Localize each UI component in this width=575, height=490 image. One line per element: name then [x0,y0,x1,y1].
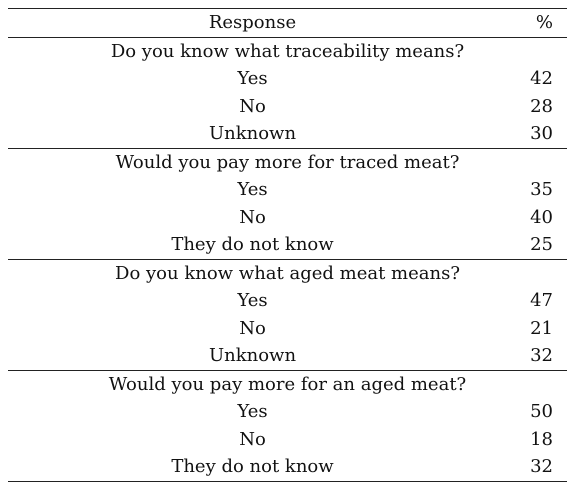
question-text: Do you know what traceability means? [110,40,465,62]
answer-percent: 28 [530,95,553,117]
answer-row: They do not know 25 [8,231,567,259]
answer-label: Yes [237,401,268,422]
answer-percent: 50 [530,401,553,422]
answer-row: Yes 35 [8,176,567,204]
answer-label: No [239,206,266,228]
section-pay-more-traced: Would you pay more for traced meat? Yes … [8,147,567,259]
question-text: Do you know what aged meat means? [8,258,567,287]
answer-label: Yes [237,68,268,89]
column-header-percent: % [497,8,567,38]
column-header-response: Response [8,8,497,38]
answer-percent: 18 [530,428,553,450]
section-traceability-knowledge: Do you know what traceability means? Yes… [8,37,567,148]
survey-table: Response % Do you know what traceability… [8,8,567,482]
question-row: Would you pay more for an aged meat? [8,369,567,398]
section-pay-more-aged: Would you pay more for an aged meat? Yes… [8,369,567,482]
answer-row: Yes 42 [8,65,567,93]
answer-percent: 30 [530,123,553,144]
answer-label: Unknown [208,345,297,366]
question-text: Would you pay more for traced meat? [8,147,567,176]
question-row: Do you know what traceability means? [8,37,567,65]
answer-row: Yes 47 [8,287,567,315]
answer-percent: 40 [530,206,553,228]
survey-table-container: Response % Do you know what traceability… [8,8,567,482]
answer-label: No [239,428,266,450]
answer-percent: 35 [530,179,553,200]
answer-row: No 28 [8,93,567,121]
answer-percent: 32 [530,345,553,366]
question-text: Would you pay more for an aged meat? [8,369,567,398]
answer-row: Unknown 32 [8,342,567,370]
answer-label: Yes [237,290,268,311]
question-row: Do you know what aged meat means? [8,258,567,287]
question-row: Would you pay more for traced meat? [8,147,567,176]
answer-label: No [239,317,266,339]
answer-percent: 42 [530,68,553,89]
answer-row: Yes 50 [8,398,567,426]
answer-row: No 40 [8,204,567,232]
answer-label: No [239,95,266,117]
header-row: Response % [8,8,567,38]
answer-row: Unknown 30 [8,120,567,148]
table-header: Response % [8,8,567,38]
answer-percent: 32 [497,453,567,482]
section-aged-meat-knowledge: Do you know what aged meat means? Yes 47… [8,258,567,370]
answer-label: They do not know [171,234,334,255]
answer-percent: 21 [530,317,553,339]
answer-row: They do not know 32 [8,453,567,482]
answer-label: Unknown [208,123,297,144]
answer-row: No 21 [8,315,567,343]
answer-label: They do not know [8,453,497,482]
answer-percent: 47 [530,290,553,311]
answer-percent: 25 [530,234,553,255]
answer-label: Yes [237,179,268,200]
answer-row: No 18 [8,426,567,454]
